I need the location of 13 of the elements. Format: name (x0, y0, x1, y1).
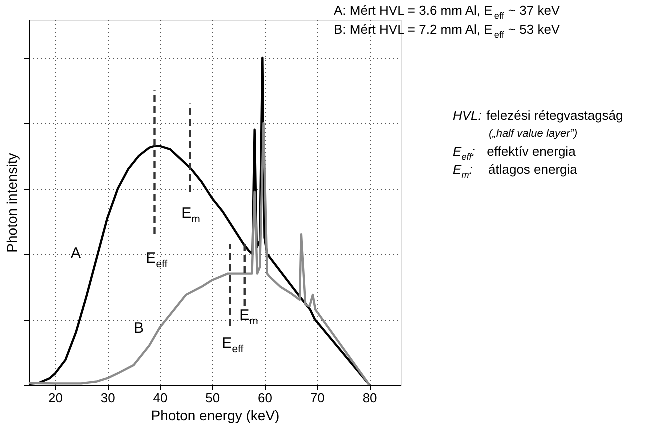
text: HVL: felezési rétegvastagság (453, 108, 624, 123)
x-tick-label: 70 (310, 390, 325, 406)
x-tick-label: 60 (258, 390, 273, 406)
x-tick-label: 20 (48, 390, 63, 406)
y-axis-title: Photon intensity (4, 153, 20, 253)
x-tick-label: 30 (100, 390, 116, 406)
text: („half value layer”) (489, 128, 578, 140)
x-tick-label: 50 (206, 390, 220, 406)
x-tick-label: 80 (362, 390, 378, 406)
x-axis-title: Photon energy (keV) (151, 408, 280, 424)
annotation: A (70, 245, 81, 262)
annotation: B (134, 320, 144, 337)
x-tick-label: 40 (153, 390, 168, 406)
